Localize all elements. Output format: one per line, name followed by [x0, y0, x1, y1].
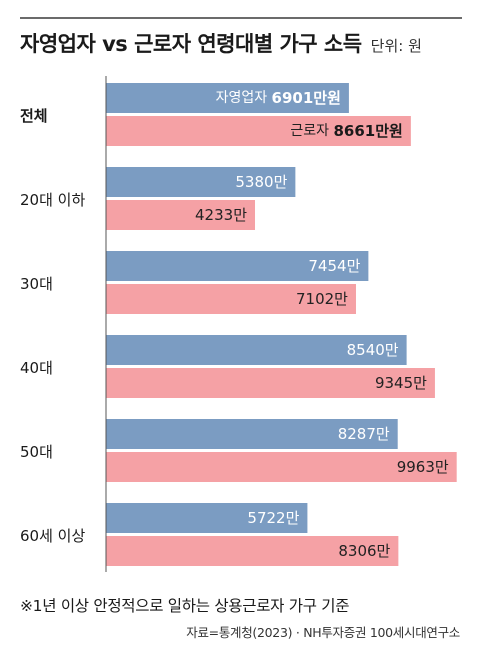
- bar-employee: [106, 452, 457, 482]
- chart-title: 자영업자 vs 근로자 연령대별 가구 소득: [20, 32, 362, 56]
- value-label-self-employed: 7454만: [308, 257, 360, 275]
- value-label-employee: 7102만: [296, 290, 348, 308]
- bar-self-employed: [106, 167, 296, 197]
- bar-self-employed: [106, 251, 369, 281]
- footnote: ※1년 이상 안정적으로 일하는 상용근로자 가구 기준: [20, 597, 350, 615]
- value-label-employee: 4233만: [195, 206, 247, 224]
- source-credit: 자료=통계청(2023) · NH투자증권 100세시대연구소: [186, 625, 460, 640]
- bar-self-employed: [106, 419, 398, 449]
- category-label: 40대: [20, 359, 53, 377]
- value-label-self-employed: 5722만: [247, 509, 299, 527]
- category-label: 60세 이상: [20, 527, 85, 545]
- bar-self-employed: [106, 83, 349, 113]
- value-label-self-employed: 5380만: [235, 173, 287, 191]
- bar-employee: [106, 368, 435, 398]
- value-label-self-employed: 자영업자 6901만원: [216, 89, 341, 107]
- value-label-self-employed: 8540만: [347, 341, 399, 359]
- value-label-employee: 8306만: [338, 542, 390, 560]
- bar-self-employed: [106, 503, 308, 533]
- value-label-employee: 근로자 8661만원: [290, 122, 402, 140]
- bar-employee: [106, 116, 411, 146]
- top-rule: [20, 17, 462, 19]
- category-label: 전체: [20, 107, 48, 125]
- bar-employee: [106, 200, 256, 230]
- value-label-employee: 9345만: [375, 374, 427, 392]
- category-label: 30대: [20, 275, 53, 293]
- bar-employee: [106, 536, 399, 566]
- unit-label: 단위: 원: [370, 37, 422, 55]
- chart-header: 자영업자 vs 근로자 연령대별 가구 소득 단위: 원: [20, 28, 422, 58]
- bar-employee: [106, 284, 356, 314]
- bar-self-employed: [106, 335, 407, 365]
- value-label-employee: 9963만: [397, 458, 449, 476]
- category-label: 20대 이하: [20, 191, 85, 209]
- category-label: 50대: [20, 443, 53, 461]
- value-label-self-employed: 8287만: [338, 425, 390, 443]
